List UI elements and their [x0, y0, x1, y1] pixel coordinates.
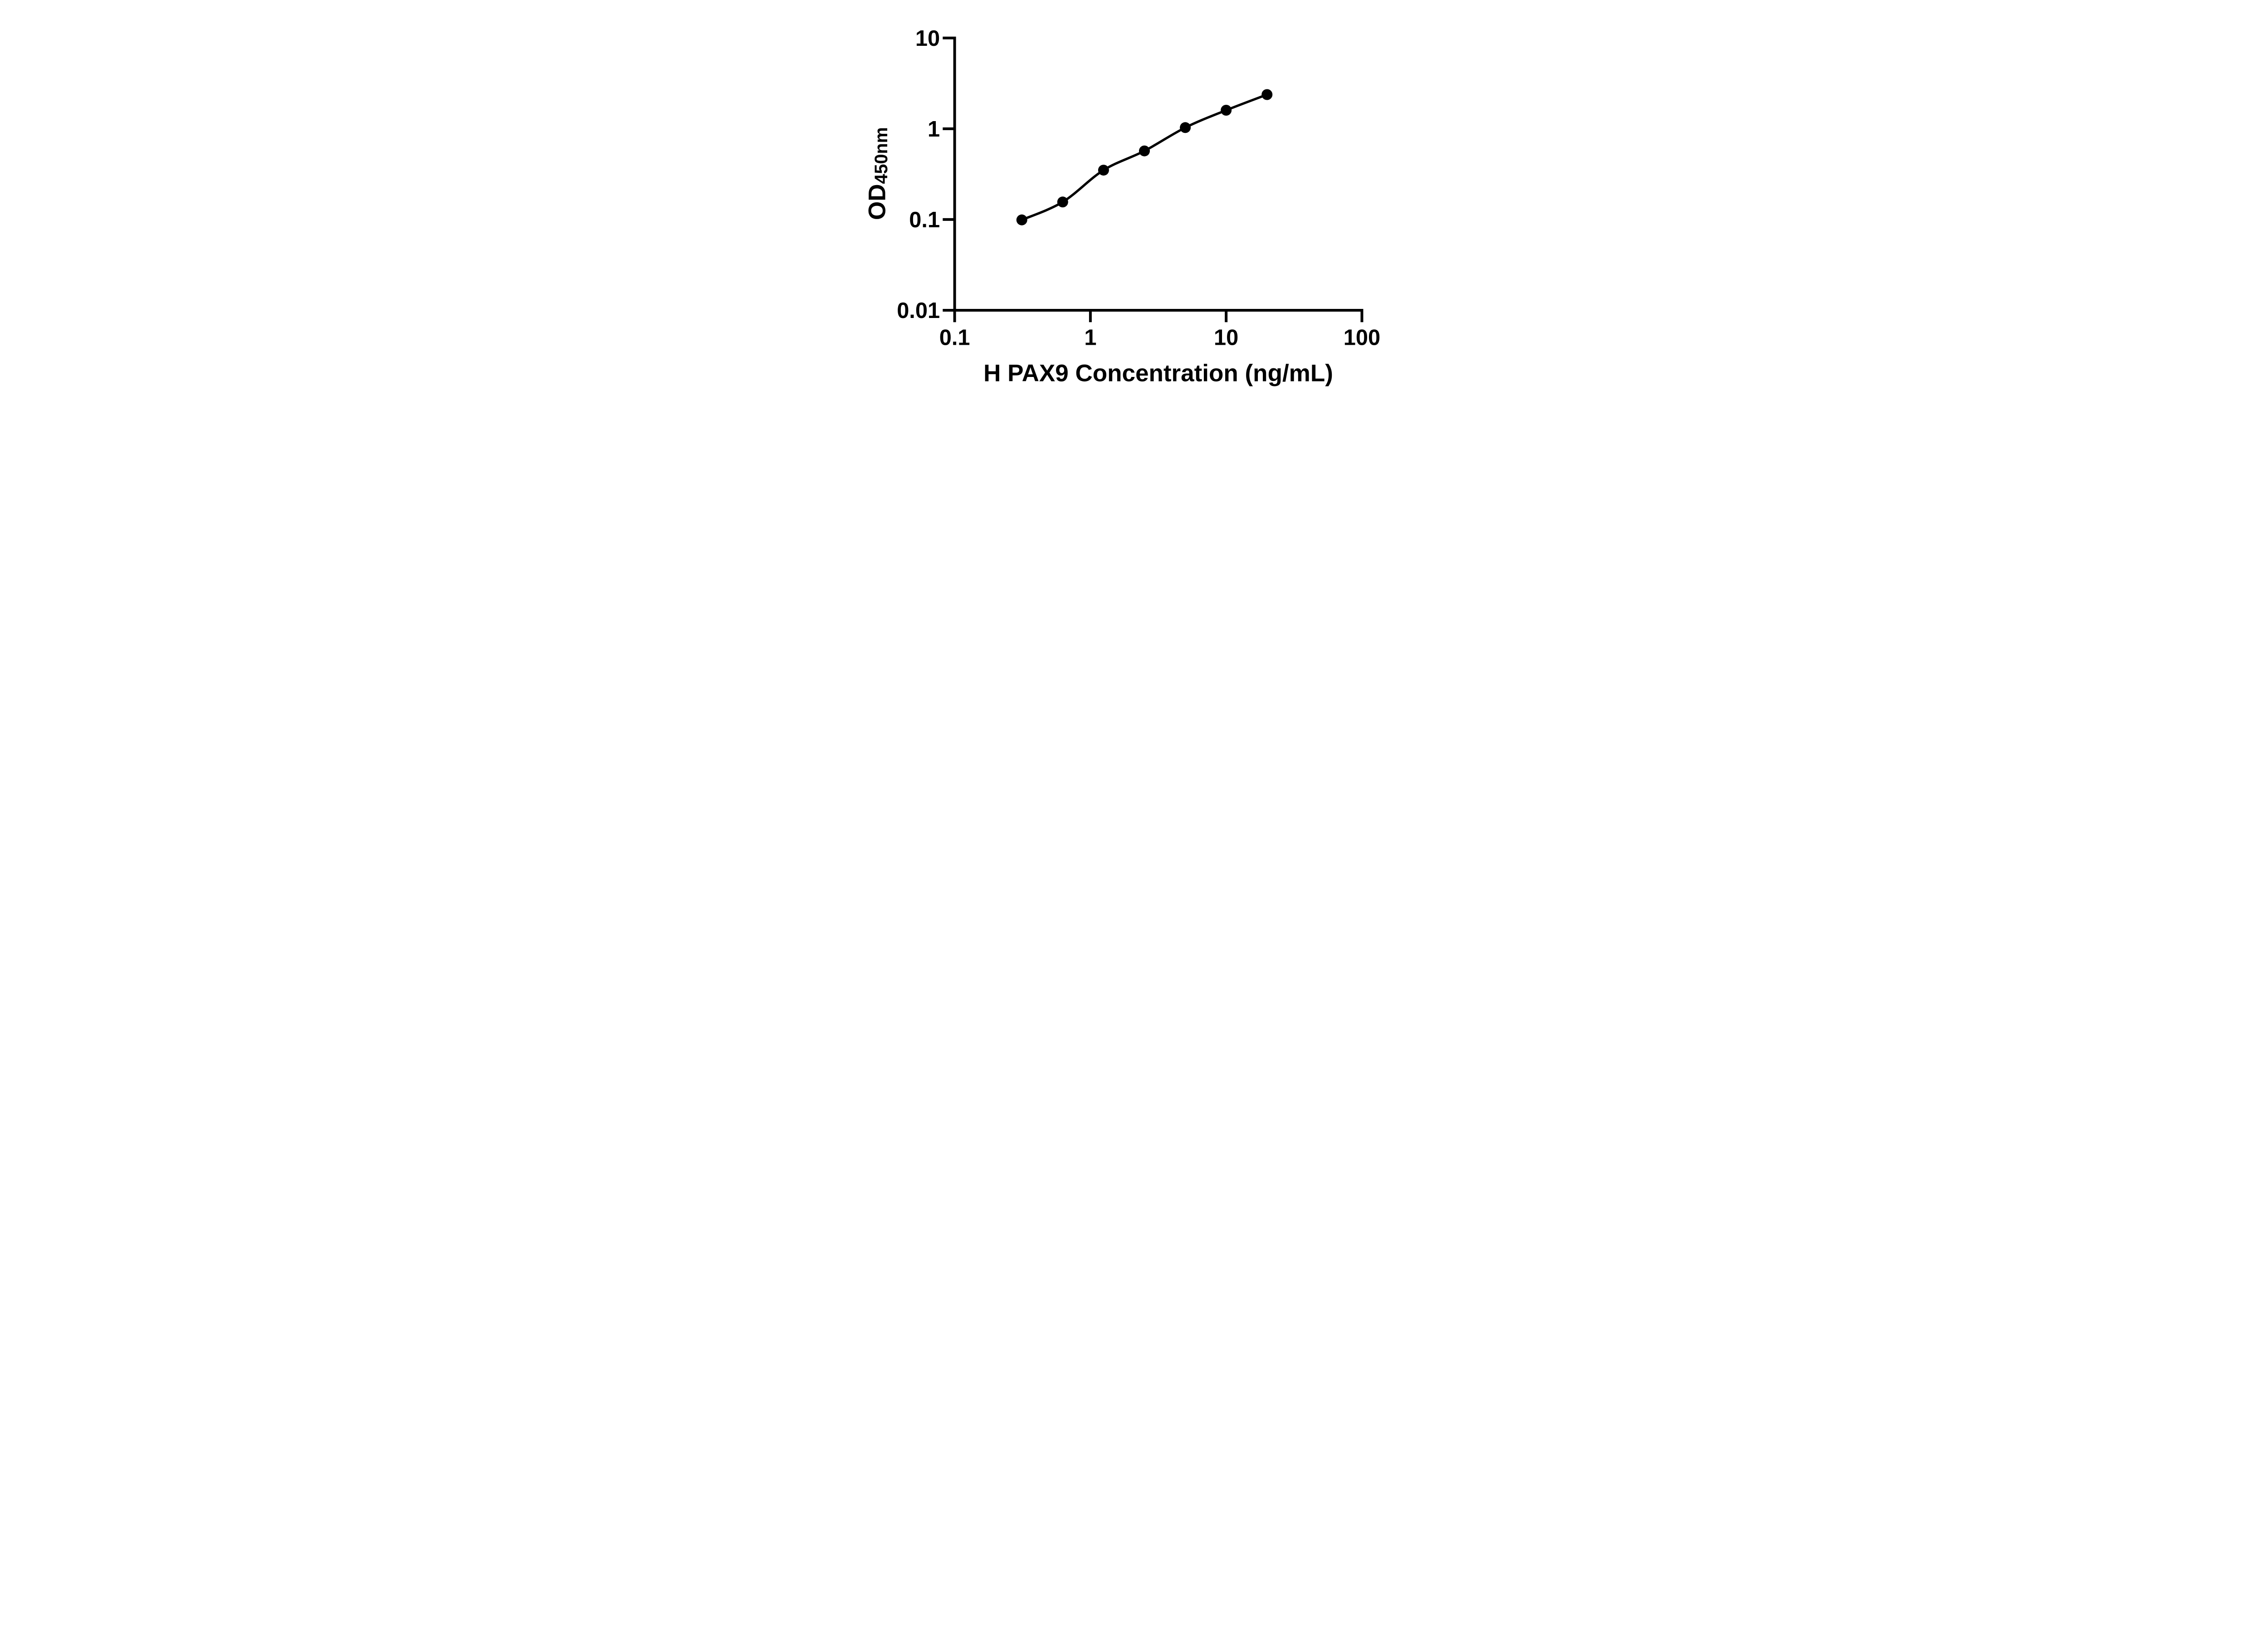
axes	[943, 36, 1364, 323]
data-point	[1180, 122, 1191, 133]
x-tick-label: 100	[1344, 325, 1380, 350]
data-point	[1057, 196, 1068, 208]
data-point	[1221, 105, 1232, 116]
data-point	[1098, 165, 1109, 176]
elisa-standard-curve-figure: H PAX9 Concentration (ng/mL) OD450nm 0.0…	[842, 0, 1426, 408]
axis-labels: H PAX9 Concentration (ng/mL) OD450nm 0.0…	[864, 26, 1381, 386]
y-axis-title-base: OD	[864, 184, 891, 220]
y-axis-title: OD450nm	[864, 127, 892, 220]
x-tick-label: 0.1	[939, 325, 970, 350]
plot-series	[1016, 89, 1273, 225]
x-axis-title: H PAX9 Concentration (ng/mL)	[983, 360, 1333, 386]
x-tick-label: 1	[1084, 325, 1096, 350]
y-axis-title-subscript: 450nm	[871, 127, 891, 184]
data-point	[1261, 89, 1273, 100]
chart-canvas: H PAX9 Concentration (ng/mL) OD450nm 0.0…	[864, 26, 1381, 386]
axis-and-ticks	[943, 36, 1364, 323]
y-tick-label: 0.1	[909, 208, 940, 232]
data-point	[1016, 214, 1027, 225]
y-tick-label: 10	[915, 26, 940, 51]
y-tick-label: 0.01	[897, 298, 940, 323]
x-tick-label: 10	[1214, 325, 1238, 350]
y-tick-label: 1	[928, 117, 940, 142]
data-point	[1139, 145, 1150, 156]
